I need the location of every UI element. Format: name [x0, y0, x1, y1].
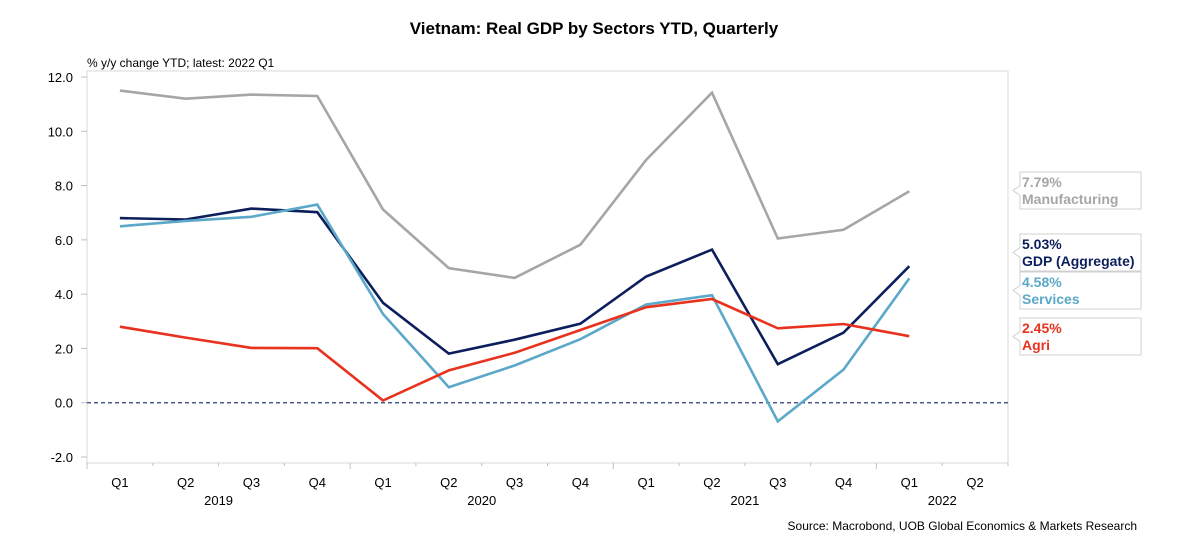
x-tick-label: Q1	[374, 475, 391, 490]
x-tick-label: Q2	[440, 475, 457, 490]
x-tick-label: Q3	[506, 475, 523, 490]
end-label-agri: 2.45%Agri	[1012, 317, 1142, 356]
y-tick-label: 12.0	[48, 70, 73, 85]
series-line-manufacturing	[119, 89, 910, 280]
end-label-name: Manufacturing	[1022, 191, 1118, 207]
x-tick-label: Q1	[111, 475, 128, 490]
y-tick-label: 8.0	[55, 179, 73, 194]
end-label-value: 4.58%	[1022, 274, 1062, 290]
end-label-box	[1012, 233, 1142, 272]
x-axis: Q1 Q2 Q3 Q4 Q1 Q2 Q3 Q4 Q1 Q2 Q3 Q4 Q1 Q2 2019 2020 2021…	[86, 463, 1009, 508]
end-label-manufacturing: 7.79%Manufacturing	[1012, 171, 1142, 210]
series-line-agri	[119, 297, 910, 403]
series-group	[119, 89, 911, 424]
x-tick-label: Q4	[835, 475, 852, 490]
end-label-name: Agri	[1022, 337, 1050, 353]
x-tick-label: Q1	[638, 475, 655, 490]
x-year-label: 2021	[730, 493, 759, 508]
y-tick-label: 10.0	[48, 124, 73, 139]
x-tick-label: Q2	[966, 475, 983, 490]
end-label-name: Services	[1022, 291, 1080, 307]
y-tick-label: -2.0	[51, 450, 73, 465]
x-year-label: 2020	[467, 493, 496, 508]
y-tick-label: 0.0	[55, 396, 73, 411]
end-label-box	[1012, 271, 1142, 310]
x-tick-label: Q2	[177, 475, 194, 490]
y-tick-label: 2.0	[55, 341, 73, 356]
series-line-gdp-aggregate	[119, 207, 911, 366]
end-label-services: 4.58%Services	[1012, 271, 1142, 310]
end-label-value: 2.45%	[1022, 320, 1062, 336]
x-tick-label: Q3	[243, 475, 260, 490]
end-label-value: 7.79%	[1022, 174, 1062, 190]
y-tick-label: 6.0	[55, 233, 73, 248]
x-tick-label: Q1	[901, 475, 918, 490]
end-label-box	[1012, 171, 1142, 210]
x-year-label: 2022	[928, 493, 957, 508]
x-year-label: 2019	[204, 493, 233, 508]
end-label-box	[1012, 317, 1142, 356]
x-tick-label: Q4	[572, 475, 589, 490]
chart-subtitle: % y/y change YTD; latest: 2022 Q1	[87, 56, 275, 70]
end-label-value: 5.03%	[1022, 236, 1062, 252]
end-label-name: GDP (Aggregate)	[1022, 253, 1135, 269]
chart-title: Vietnam: Real GDP by Sectors YTD, Quarte…	[410, 19, 779, 38]
x-tick-label: Q3	[769, 475, 786, 490]
x-tick-label: Q4	[309, 475, 326, 490]
y-axis: -2.0 0.0 2.0 4.0 6.0 8.0 10.0 12.0	[48, 70, 87, 465]
y-tick-label: 4.0	[55, 287, 73, 302]
source-note: Source: Macrobond, UOB Global Economics …	[788, 519, 1137, 533]
plot-area	[86, 70, 1009, 464]
x-tick-label: Q2	[703, 475, 720, 490]
end-label-gdp-aggregate: 5.03%GDP (Aggregate)	[1012, 233, 1142, 272]
